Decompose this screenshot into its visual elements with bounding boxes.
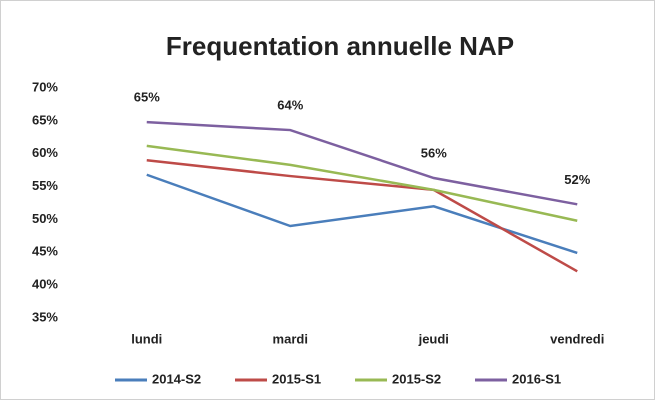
data-label: 65% (134, 90, 160, 105)
series-line (146, 159, 578, 273)
y-tick-label: 60% (32, 145, 58, 160)
y-tick-label: 70% (32, 79, 58, 94)
legend-label: 2015-S2 (392, 371, 441, 386)
data-label: 56% (421, 145, 447, 160)
chart-title: Frequentation annuelle NAP (166, 31, 514, 61)
y-tick-label: 55% (32, 178, 58, 193)
x-tick-label: mardi (273, 331, 308, 346)
y-tick-label: 50% (32, 211, 58, 226)
legend-label: 2016-S1 (512, 371, 561, 386)
y-tick-label: 40% (32, 277, 58, 292)
y-tick-label: 45% (32, 244, 58, 259)
x-tick-label: lundi (131, 331, 162, 346)
data-label: 52% (564, 172, 590, 187)
series-line (146, 120, 578, 206)
legend-label: 2015-S1 (272, 371, 321, 386)
series-line (146, 144, 578, 222)
x-tick-label: jeudi (418, 331, 449, 346)
x-tick-label: vendredi (550, 331, 604, 346)
y-tick-label: 35% (32, 309, 58, 324)
data-label: 64% (277, 97, 303, 112)
y-tick-label: 65% (32, 112, 58, 127)
legend-label: 2014-S2 (152, 371, 201, 386)
